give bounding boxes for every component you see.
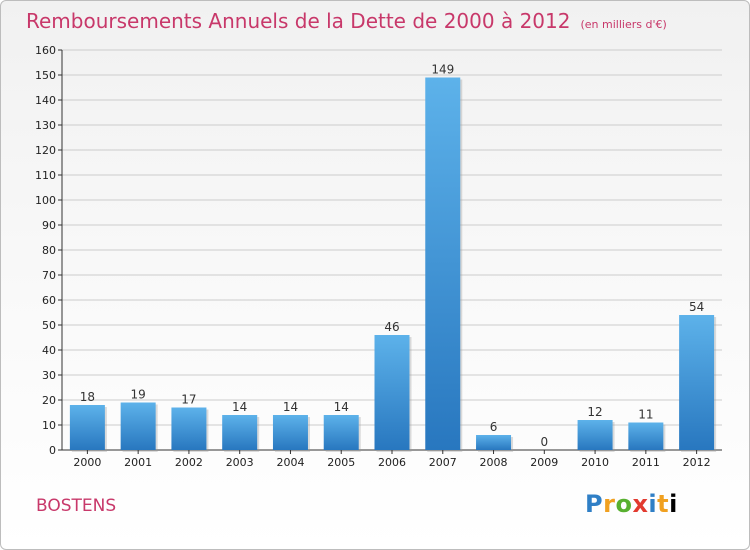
data-label: 12: [587, 405, 602, 419]
data-label: 46: [384, 320, 399, 334]
data-label: 19: [131, 388, 146, 402]
data-label: 149: [431, 63, 454, 77]
bar: [222, 415, 258, 450]
y-tick-label: 10: [42, 419, 56, 432]
y-tick-label: 100: [35, 194, 56, 207]
bar: [476, 435, 512, 450]
y-tick-label: 110: [35, 169, 56, 182]
data-label: 14: [334, 400, 349, 414]
bar: [69, 405, 105, 450]
y-tick-label: 60: [42, 294, 56, 307]
x-tick-label: 2011: [632, 456, 660, 469]
bar: [374, 335, 410, 450]
x-tick-label: 2007: [429, 456, 457, 469]
bar: [323, 415, 359, 450]
x-tick-label: 2000: [73, 456, 101, 469]
y-tick-label: 160: [35, 44, 56, 57]
data-label: 14: [232, 400, 247, 414]
x-tick-label: 2012: [683, 456, 711, 469]
proxiti-logo: Proxiti: [585, 490, 678, 518]
bar: [628, 422, 664, 450]
y-tick-label: 150: [35, 69, 56, 82]
x-tick-label: 2002: [175, 456, 203, 469]
y-tick-label: 70: [42, 269, 56, 282]
x-tick-label: 2010: [581, 456, 609, 469]
data-label: 14: [283, 400, 298, 414]
chart-title-text: Remboursements Annuels de la Dette de 20…: [26, 9, 571, 33]
x-tick-label: 2008: [480, 456, 508, 469]
data-label: 6: [490, 420, 498, 434]
data-label: 18: [80, 390, 95, 404]
y-tick-label: 40: [42, 344, 56, 357]
y-tick-label: 140: [35, 94, 56, 107]
bar: [425, 77, 461, 450]
chart-title: Remboursements Annuels de la Dette de 20…: [26, 9, 667, 33]
bar: [171, 407, 207, 450]
bar: [272, 415, 308, 450]
y-tick-label: 20: [42, 394, 56, 407]
x-tick-label: 2004: [276, 456, 304, 469]
x-tick-label: 2001: [124, 456, 152, 469]
bar: [577, 420, 613, 450]
data-label: 54: [689, 300, 704, 314]
y-tick-label: 90: [42, 219, 56, 232]
x-tick-label: 2003: [226, 456, 254, 469]
x-tick-label: 2006: [378, 456, 406, 469]
y-tick-label: 30: [42, 369, 56, 382]
y-tick-label: 130: [35, 119, 56, 132]
y-tick-label: 80: [42, 244, 56, 257]
chart-unit: (en milliers d'€): [580, 18, 667, 31]
x-tick-label: 2005: [327, 456, 355, 469]
y-tick-label: 0: [49, 444, 56, 457]
bar: [120, 402, 156, 450]
commune-name: BOSTENS: [36, 496, 117, 516]
y-tick-label: 120: [35, 144, 56, 157]
x-tick-label: 2009: [530, 456, 558, 469]
data-label: 11: [638, 408, 653, 422]
y-tick-label: 50: [42, 319, 56, 332]
bar: [679, 315, 715, 450]
data-label: 17: [181, 393, 196, 407]
data-label: 0: [540, 435, 548, 449]
